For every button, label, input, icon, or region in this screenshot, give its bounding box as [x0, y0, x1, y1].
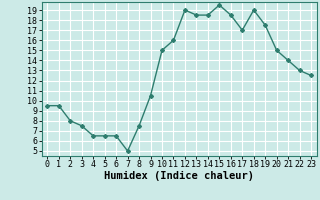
X-axis label: Humidex (Indice chaleur): Humidex (Indice chaleur) [104, 171, 254, 181]
